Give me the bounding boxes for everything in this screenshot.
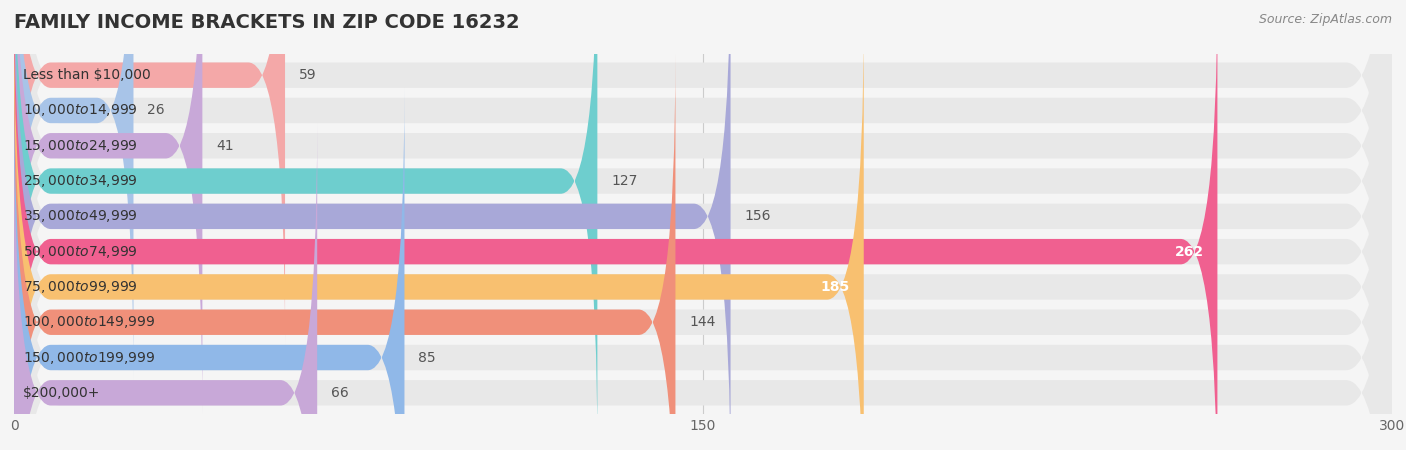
FancyBboxPatch shape: [14, 0, 1392, 450]
Text: Source: ZipAtlas.com: Source: ZipAtlas.com: [1258, 14, 1392, 27]
FancyBboxPatch shape: [14, 0, 134, 380]
Text: 85: 85: [418, 351, 436, 364]
FancyBboxPatch shape: [14, 53, 1392, 450]
FancyBboxPatch shape: [14, 0, 1392, 450]
Text: 144: 144: [689, 315, 716, 329]
Text: $75,000 to $99,999: $75,000 to $99,999: [24, 279, 138, 295]
Text: $35,000 to $49,999: $35,000 to $49,999: [24, 208, 138, 225]
Text: 59: 59: [299, 68, 316, 82]
FancyBboxPatch shape: [14, 17, 1392, 450]
FancyBboxPatch shape: [14, 88, 405, 450]
FancyBboxPatch shape: [14, 53, 675, 450]
FancyBboxPatch shape: [14, 17, 863, 450]
Text: Less than $10,000: Less than $10,000: [24, 68, 150, 82]
Text: $10,000 to $14,999: $10,000 to $14,999: [24, 103, 138, 118]
FancyBboxPatch shape: [14, 0, 1392, 450]
Text: 127: 127: [612, 174, 637, 188]
Text: 262: 262: [1174, 245, 1204, 259]
FancyBboxPatch shape: [14, 0, 731, 450]
FancyBboxPatch shape: [14, 0, 1392, 450]
Text: 185: 185: [821, 280, 851, 294]
Text: FAMILY INCOME BRACKETS IN ZIP CODE 16232: FAMILY INCOME BRACKETS IN ZIP CODE 16232: [14, 14, 520, 32]
FancyBboxPatch shape: [14, 123, 318, 450]
Text: 26: 26: [148, 104, 165, 117]
FancyBboxPatch shape: [14, 0, 598, 450]
Text: $15,000 to $24,999: $15,000 to $24,999: [24, 138, 138, 154]
FancyBboxPatch shape: [14, 0, 285, 345]
FancyBboxPatch shape: [14, 0, 1218, 450]
FancyBboxPatch shape: [14, 0, 1392, 450]
Text: $150,000 to $199,999: $150,000 to $199,999: [24, 350, 156, 365]
Text: $50,000 to $74,999: $50,000 to $74,999: [24, 243, 138, 260]
FancyBboxPatch shape: [14, 0, 202, 415]
FancyBboxPatch shape: [14, 0, 1392, 415]
Text: $200,000+: $200,000+: [24, 386, 101, 400]
Text: 66: 66: [330, 386, 349, 400]
Text: 41: 41: [217, 139, 233, 153]
Text: $25,000 to $34,999: $25,000 to $34,999: [24, 173, 138, 189]
Text: 156: 156: [744, 209, 770, 223]
FancyBboxPatch shape: [14, 0, 1392, 450]
FancyBboxPatch shape: [14, 0, 1392, 450]
Text: $100,000 to $149,999: $100,000 to $149,999: [24, 314, 156, 330]
